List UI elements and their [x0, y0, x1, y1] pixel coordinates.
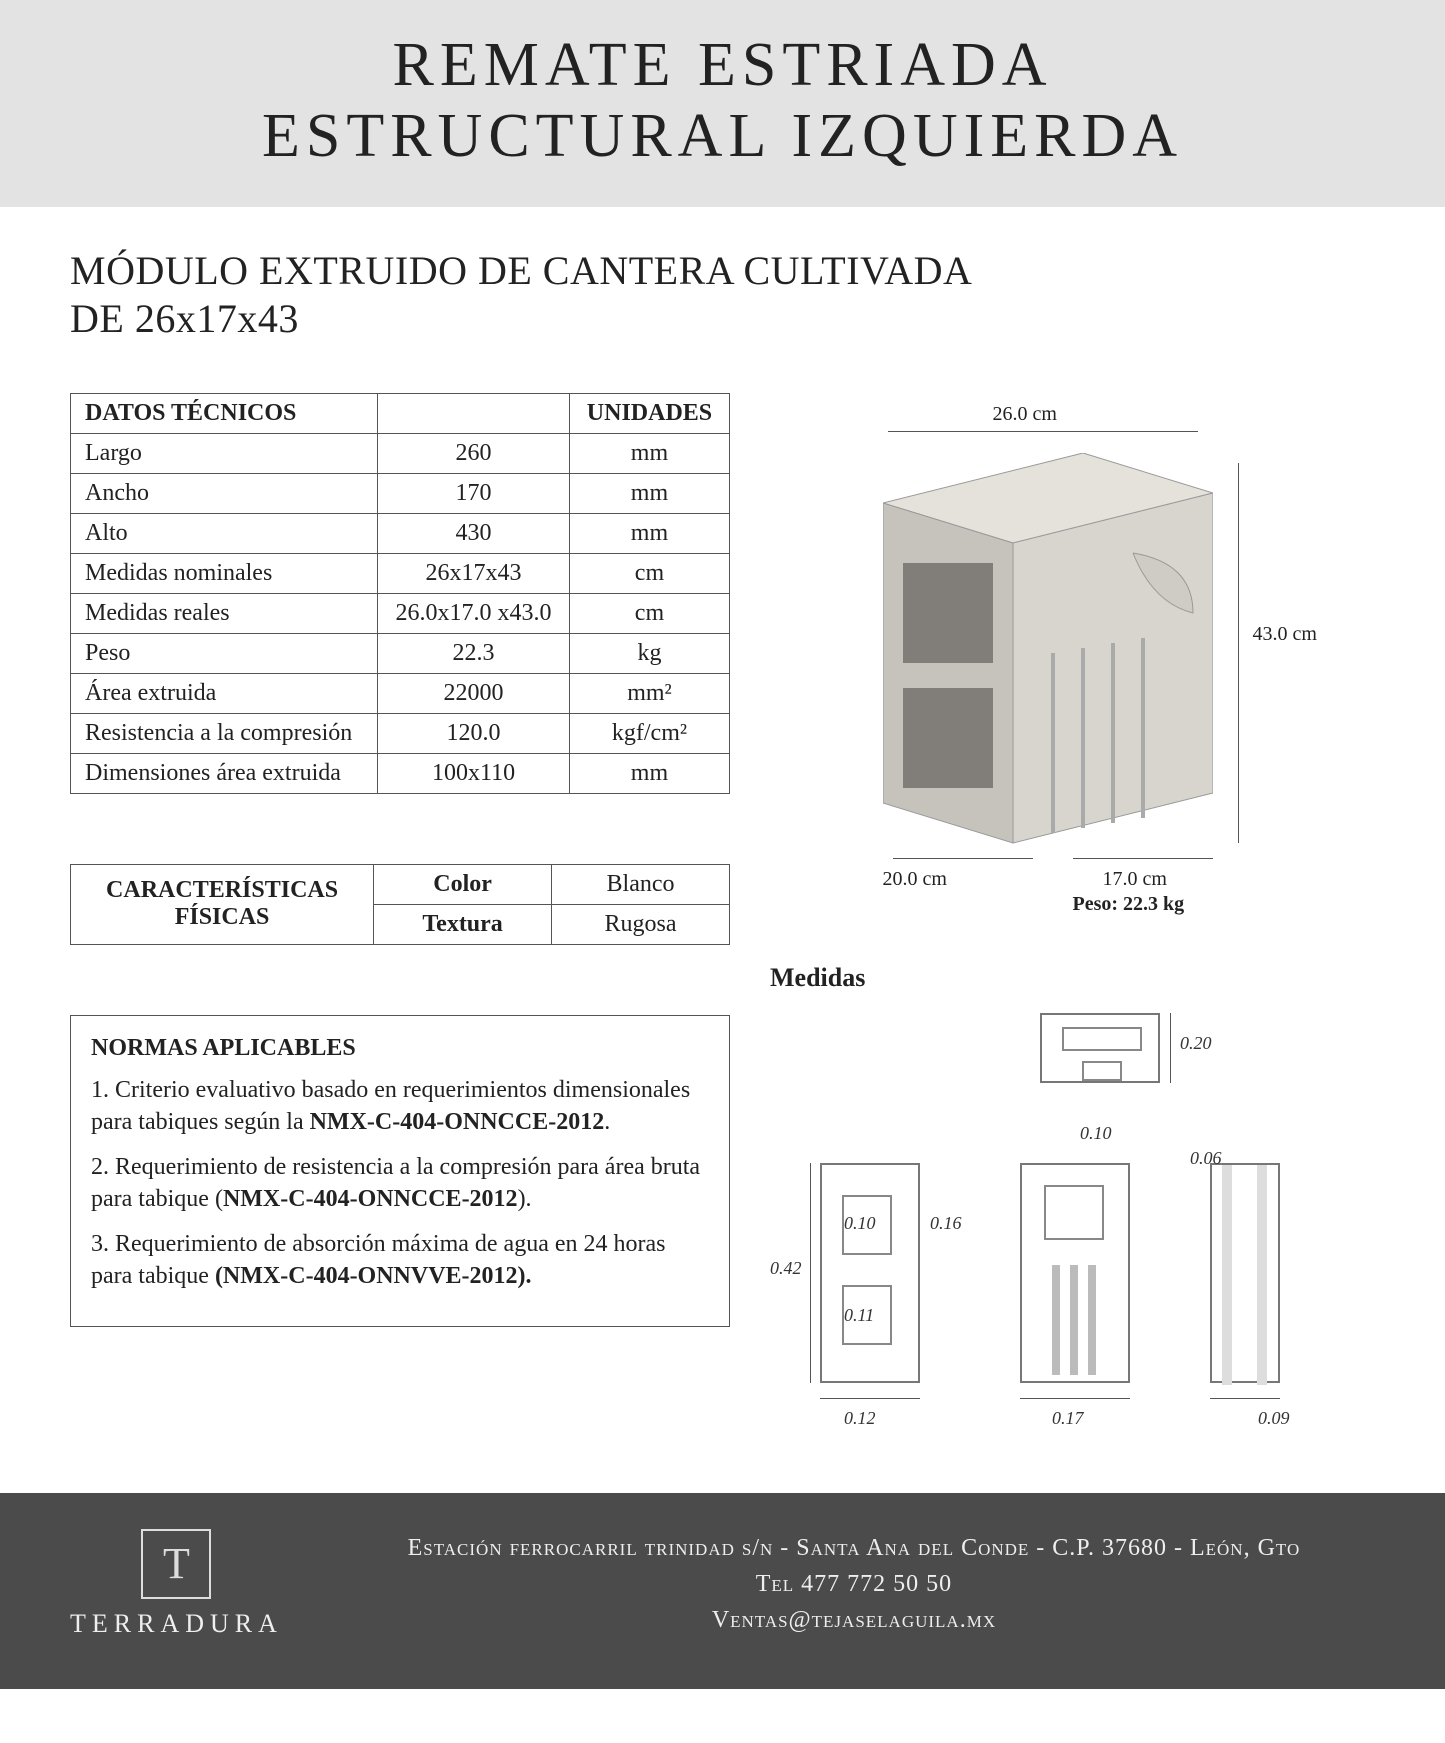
norm-item: 1. Criterio evaluativo basado en requeri… [91, 1074, 709, 1139]
tech-param: Peso [71, 633, 378, 673]
footer-logo: T TERRADURA [70, 1529, 283, 1639]
phys-label-0: Color [374, 864, 552, 904]
tech-value: 100x110 [378, 753, 570, 793]
dim-016: 0.16 [930, 1213, 962, 1234]
tech-header-param: DATOS TÉCNICOS [71, 393, 378, 433]
title-line2: ESTRUCTURAL IZQUIERDA [262, 102, 1183, 170]
table-row: Peso22.3kg [71, 633, 730, 673]
technical-drawings: 0.20 0.10 0.42 0.10 0.16 0.11 0.12 [770, 1013, 1330, 1443]
tech-header-blank [378, 393, 570, 433]
phys-value-0: Blanco [552, 864, 730, 904]
drawing-top-view [1040, 1013, 1160, 1083]
tech-value: 260 [378, 433, 570, 473]
product-block-icon [883, 453, 1213, 853]
title-line1: REMATE ESTRIADA [392, 31, 1052, 99]
dim-bottom-right: 17.0 cm [1103, 868, 1167, 891]
tech-param: Largo [71, 433, 378, 473]
tech-table: DATOS TÉCNICOS UNIDADES Largo260mmAncho1… [70, 393, 730, 794]
tech-param: Medidas nominales [71, 553, 378, 593]
tech-value: 26.0x17.0 x43.0 [378, 593, 570, 633]
norms-box: NORMAS APLICABLES 1. Criterio evaluativo… [70, 1015, 730, 1328]
table-row: Resistencia a la compresión120.0kgf/cm² [71, 713, 730, 753]
footer: T TERRADURA Estación ferrocarril trinida… [0, 1493, 1445, 1689]
left-column: DATOS TÉCNICOS UNIDADES Largo260mmAncho1… [70, 393, 730, 1328]
tech-unit: cm [569, 593, 729, 633]
page-title: REMATE ESTRIADA ESTRUCTURAL IZQUIERDA [0, 30, 1445, 173]
table-row: Dimensiones área extruida100x110mm [71, 753, 730, 793]
tech-param: Área extruida [71, 673, 378, 713]
tech-value: 120.0 [378, 713, 570, 753]
table-row: Ancho170mm [71, 473, 730, 513]
medidas-title: Medidas [770, 963, 1375, 993]
norm-item: 3. Requerimiento de absorción máxima de … [91, 1228, 709, 1293]
dim-017: 0.17 [1052, 1408, 1084, 1429]
table-row: Alto430mm [71, 513, 730, 553]
tech-param: Medidas reales [71, 593, 378, 633]
right-column: 26.0 cm 43.0 cm 20.0 cm 17.0 cm Peso: 22… [770, 393, 1375, 1443]
dim-042: 0.42 [770, 1258, 802, 1279]
tech-value: 26x17x43 [378, 553, 570, 593]
dim-012: 0.12 [844, 1408, 876, 1429]
drawing-elev-1 [820, 1163, 920, 1383]
tech-unit: mm [569, 513, 729, 553]
tech-unit: cm [569, 553, 729, 593]
tech-param: Dimensiones área extruida [71, 753, 378, 793]
brand-name: TERRADURA [70, 1609, 283, 1639]
footer-text: Estación ferrocarril trinidad s/n - Sant… [333, 1530, 1375, 1638]
dim-009: 0.09 [1258, 1408, 1290, 1429]
brand-mark-icon: T [141, 1529, 211, 1599]
dim-011: 0.11 [844, 1305, 874, 1326]
dim-weight: Peso: 22.3 kg [1073, 893, 1185, 916]
tech-value: 430 [378, 513, 570, 553]
table-row: Medidas nominales26x17x43cm [71, 553, 730, 593]
subtitle-line2: DE 26x17x43 [70, 296, 299, 341]
tech-unit: kg [569, 633, 729, 673]
dim-020: 0.20 [1180, 1033, 1212, 1054]
dim-006: 0.06 [1190, 1148, 1222, 1169]
content-area: MÓDULO EXTRUIDO DE CANTERA CULTIVADA DE … [0, 207, 1445, 1493]
footer-tel: Tel 477 772 50 50 [333, 1566, 1375, 1602]
dim-bottom-left: 20.0 cm [883, 868, 947, 891]
table-row: Área extruida22000mm² [71, 673, 730, 713]
dim-right: 43.0 cm [1253, 623, 1317, 646]
dim-top: 26.0 cm [993, 403, 1057, 426]
title-band: REMATE ESTRIADA ESTRUCTURAL IZQUIERDA [0, 0, 1445, 207]
phys-value-1: Rugosa [552, 904, 730, 944]
table-row: Medidas reales26.0x17.0 x43.0cm [71, 593, 730, 633]
tech-unit: mm² [569, 673, 729, 713]
product-figure: 26.0 cm 43.0 cm 20.0 cm 17.0 cm Peso: 22… [793, 393, 1353, 923]
tech-unit: mm [569, 473, 729, 513]
phys-table: CARACTERÍSTICAS FÍSICAS Color Blanco Tex… [70, 864, 730, 945]
tech-param: Alto [71, 513, 378, 553]
drawing-elev-3 [1210, 1163, 1280, 1383]
subtitle: MÓDULO EXTRUIDO DE CANTERA CULTIVADA DE … [70, 247, 1375, 343]
footer-address: Estación ferrocarril trinidad s/n - Sant… [333, 1530, 1375, 1566]
norm-item: 2. Requerimiento de resistencia a la com… [91, 1151, 709, 1216]
tech-value: 22.3 [378, 633, 570, 673]
dim-010t: 0.10 [1080, 1123, 1112, 1144]
footer-email: Ventas@tejaselaguila.mx [333, 1602, 1375, 1638]
tech-value: 22000 [378, 673, 570, 713]
tech-value: 170 [378, 473, 570, 513]
dim-010: 0.10 [844, 1213, 876, 1234]
tech-unit: mm [569, 753, 729, 793]
subtitle-line1: MÓDULO EXTRUIDO DE CANTERA CULTIVADA [70, 248, 972, 293]
tech-param: Ancho [71, 473, 378, 513]
norms-header: NORMAS APLICABLES [91, 1032, 709, 1064]
table-row: Largo260mm [71, 433, 730, 473]
phys-header: CARACTERÍSTICAS FÍSICAS [71, 864, 374, 944]
tech-param: Resistencia a la compresión [71, 713, 378, 753]
tech-unit: kgf/cm² [569, 713, 729, 753]
phys-label-1: Textura [374, 904, 552, 944]
tech-unit: mm [569, 433, 729, 473]
drawing-elev-2 [1020, 1163, 1130, 1383]
tech-header-unit: UNIDADES [569, 393, 729, 433]
